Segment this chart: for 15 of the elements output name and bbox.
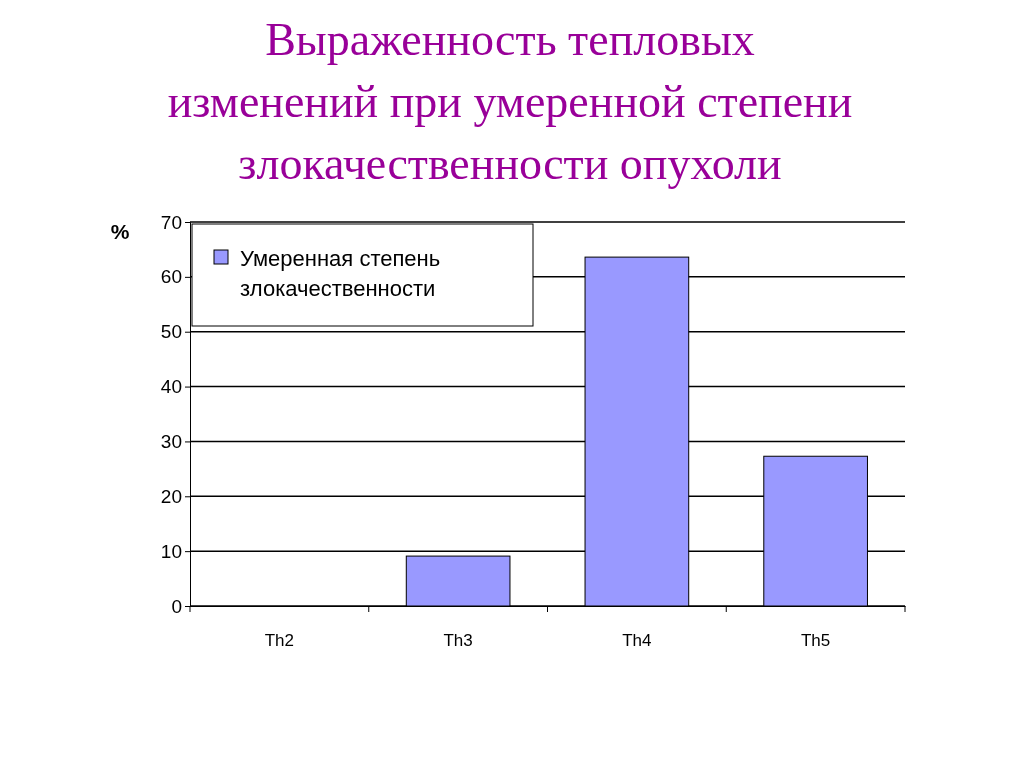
- x-tick-label: Th2: [264, 631, 295, 651]
- x-tick-label: Th3: [443, 631, 473, 651]
- y-tick-label: 60: [160, 266, 182, 288]
- y-tick-label: 50: [160, 321, 182, 343]
- y-tick-label: 40: [160, 376, 182, 398]
- x-tick-label: Th5: [800, 631, 831, 651]
- y-axis-title: %: [110, 220, 130, 243]
- y-tick-label: 20: [160, 485, 182, 507]
- legend-label: Умеренная степень злокачественности: [240, 246, 441, 301]
- y-tick-label: 0: [171, 595, 182, 617]
- y-tick-label: 70: [160, 211, 182, 233]
- y-tick-label: 10: [160, 540, 182, 562]
- x-tick-label: Th4: [622, 631, 652, 651]
- y-tick-label: 30: [160, 431, 182, 453]
- chart-title: Выраженность тепловых изменений при умеренной степени злокачественности опухоли: [167, 14, 853, 189]
